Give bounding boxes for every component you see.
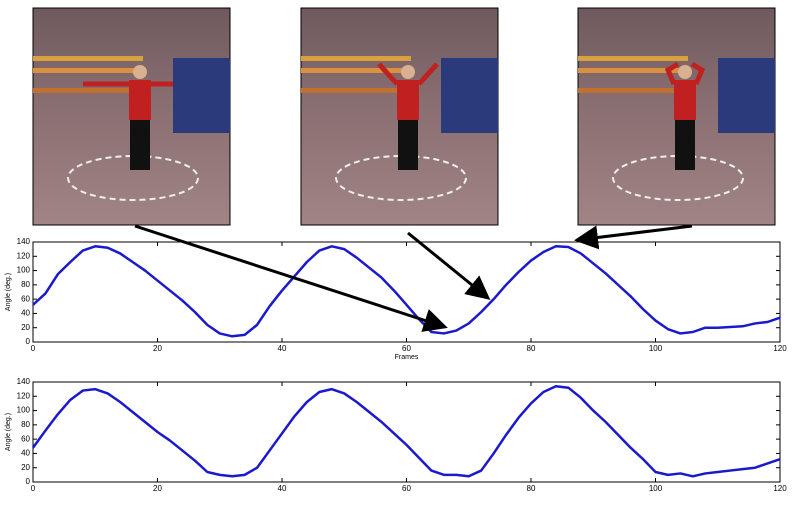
x-tick-label: 40 [278, 344, 287, 353]
x-tick-label: 80 [527, 344, 536, 353]
plot-area [32, 381, 781, 483]
line-series [31, 385, 781, 478]
y-tick-label: 20 [21, 323, 30, 332]
x-tick-label: 80 [527, 484, 536, 493]
x-tick-label: 120 [773, 344, 787, 353]
arrows [134, 224, 693, 332]
photo [32, 7, 231, 226]
plot-area [32, 241, 781, 343]
y-axis-label: Angle (deg.) [5, 413, 12, 451]
photos [32, 7, 776, 226]
y-tick-label: 40 [21, 309, 30, 318]
photo [300, 7, 499, 226]
y-tick-label: 100 [17, 266, 31, 275]
chart: 0 20 40 60 80 100 120 140 0 20 40 60 80 100 120 Angle (… [5, 377, 787, 493]
x-tick-label: 60 [402, 344, 411, 353]
photo [577, 7, 776, 226]
x-tick-label: 0 [31, 484, 36, 493]
x-axis-label: Frames [395, 354, 419, 361]
y-tick-label: 120 [17, 391, 31, 400]
y-axis-label: Angle (deg.) [5, 273, 12, 311]
y-tick-label: 100 [17, 406, 31, 415]
x-tick-label: 40 [278, 484, 287, 493]
y-tick-label: 120 [17, 251, 31, 260]
arrow [574, 224, 693, 250]
y-tick-label: 0 [26, 337, 31, 346]
y-tick-label: 80 [21, 280, 30, 289]
x-tick-label: 20 [153, 344, 162, 353]
y-tick-label: 0 [26, 477, 31, 486]
line-series [32, 245, 781, 338]
y-tick-label: 20 [21, 463, 30, 472]
chart: 0 20 40 60 80 100 120 140 0 20 40 60 80 100 120 Frames A… [5, 237, 787, 361]
y-tick-label: 140 [17, 237, 31, 246]
charts: 0 20 40 60 80 100 120 140 0 20 40 60 80 100 120 Frames A… [5, 237, 787, 493]
x-tick-label: 100 [649, 344, 663, 353]
y-tick-label: 40 [21, 449, 30, 458]
arrow [134, 224, 448, 332]
y-tick-label: 80 [21, 420, 30, 429]
arrow [407, 231, 491, 300]
y-tick-label: 140 [17, 377, 31, 386]
y-tick-label: 60 [21, 434, 30, 443]
x-tick-label: 20 [153, 484, 162, 493]
y-tick-label: 60 [21, 294, 30, 303]
x-tick-label: 0 [31, 344, 36, 353]
x-tick-label: 100 [649, 484, 663, 493]
x-tick-label: 60 [402, 484, 411, 493]
x-tick-label: 120 [773, 484, 787, 493]
